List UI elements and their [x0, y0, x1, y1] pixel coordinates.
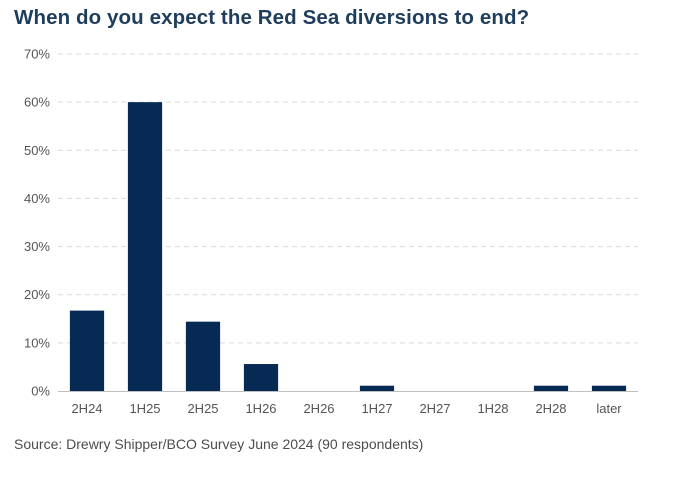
y-tick-label: 0% — [31, 384, 50, 399]
x-tick-label: 1H26 — [245, 401, 276, 416]
bar — [359, 385, 395, 391]
x-tick-label: 1H28 — [477, 401, 508, 416]
bars — [69, 102, 627, 392]
chart-title: When do you expect the Red Sea diversion… — [14, 6, 530, 29]
x-tick-label: 2H25 — [187, 401, 218, 416]
bar — [127, 102, 163, 392]
x-tick-label: 2H26 — [303, 401, 334, 416]
y-tick-label: 40% — [24, 191, 50, 206]
bar — [243, 364, 279, 391]
y-tick-label: 30% — [24, 239, 50, 254]
chart-source: Source: Drewry Shipper/BCO Survey June 2… — [14, 436, 424, 452]
bar — [69, 310, 105, 391]
x-tick-label: 2H28 — [535, 401, 566, 416]
y-tick-label: 70% — [24, 47, 50, 62]
gridlines — [58, 53, 638, 344]
y-axis-ticks: 0% 10% 20% 30% 40% 50% 60% 70% — [24, 47, 50, 399]
x-tick-label: 2H27 — [419, 401, 450, 416]
x-tick-label: 1H27 — [361, 401, 392, 416]
y-tick-label: 20% — [24, 287, 50, 302]
bar — [591, 385, 627, 391]
x-tick-label: 1H25 — [129, 401, 160, 416]
bar — [533, 385, 569, 391]
y-tick-label: 60% — [24, 95, 50, 110]
x-axis-ticks: 2H24 1H25 2H25 1H26 2H26 1H27 2H27 1H28 2H28 late… — [71, 401, 622, 416]
y-tick-label: 50% — [24, 143, 50, 158]
bar-chart: 0% 10% 20% 30% 40% 50% 60% 70% 2H24 1H25 2H25 1H26… — [24, 47, 638, 416]
y-tick-label: 10% — [24, 335, 50, 350]
x-tick-label: 2H24 — [71, 401, 102, 416]
bar — [185, 321, 221, 391]
x-tick-label: later — [596, 401, 622, 416]
